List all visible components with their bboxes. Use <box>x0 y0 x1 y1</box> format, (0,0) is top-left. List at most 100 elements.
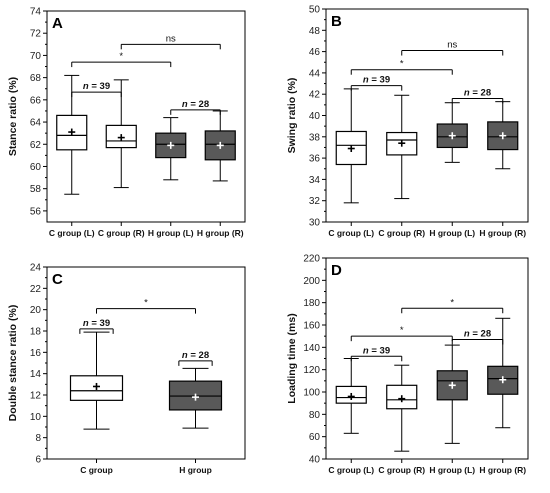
panel-letter: D <box>331 262 342 279</box>
sample-size-eq: = <box>89 81 100 92</box>
y-tick-label: 20 <box>30 305 42 316</box>
x-tick-label: H group (R) <box>479 465 526 475</box>
x-tick-label: C group (R) <box>98 228 145 238</box>
sample-size-eq: = <box>369 345 380 356</box>
y-tick-label: 36 <box>309 154 321 165</box>
y-tick-label: 160 <box>303 321 320 332</box>
y-tick-label: 140 <box>303 343 320 354</box>
plot-frame <box>325 8 529 223</box>
sample-size-eq: = <box>188 350 199 361</box>
x-tick-label: C group (L) <box>328 465 374 475</box>
y-tick-label: 16 <box>30 348 42 359</box>
y-tick-label: 30 <box>309 218 321 229</box>
sample-size-eq: = <box>369 75 380 86</box>
sample-size-label: n = 28 <box>464 329 491 340</box>
box-1 <box>69 331 124 430</box>
panel-letter: C <box>52 271 63 288</box>
x-tick-label: H group (L) <box>148 228 194 238</box>
y-tick-label: 70 <box>30 51 42 62</box>
x-tick-label: C group <box>80 465 113 475</box>
y-tick-label: 58 <box>30 184 42 195</box>
y-tick-label: 200 <box>303 276 320 287</box>
significance-bracket: * <box>401 297 504 314</box>
panel-d: D 40 60 80 100 120 140 160 180 200 220 Loading time… <box>286 254 529 475</box>
panel-c: C 6 8 10 12 14 16 18 20 22 24 Double stance ratio (… <box>7 263 246 475</box>
y-tick-label: 32 <box>309 196 321 207</box>
y-tick-label: 100 <box>303 388 320 399</box>
y-tick-label: 14 <box>30 369 42 380</box>
x-tick-label: H group (L) <box>429 228 475 238</box>
sample-size-bracket: n = 39 <box>71 81 122 98</box>
box-1 <box>335 88 367 204</box>
y-tick-label: 12 <box>30 391 42 402</box>
x-tick-label: C group (R) <box>378 228 425 238</box>
plot-frame <box>325 257 529 460</box>
y-tick-label: 60 <box>30 162 42 173</box>
sample-size-value: 39 <box>380 75 391 86</box>
y-tick-label: 18 <box>30 327 42 338</box>
y-tick-label: 68 <box>30 73 42 84</box>
y-tick-label: 46 <box>309 47 321 58</box>
y-axis-label: Loading time (ms) <box>286 313 298 403</box>
sample-size-value: 28 <box>481 329 492 340</box>
sample-size-bracket: n = 39 <box>79 318 114 334</box>
box-3 <box>436 102 468 163</box>
sample-size-value: 28 <box>199 350 210 361</box>
sample-size-eq: = <box>89 318 100 329</box>
box-3 <box>155 117 187 181</box>
significance-label: ns <box>166 33 176 44</box>
y-tick-label: 80 <box>309 410 321 421</box>
y-tick-label: 180 <box>303 298 320 309</box>
box-2 <box>168 367 223 429</box>
sample-size-eq: = <box>470 87 481 98</box>
box-1 <box>56 74 88 195</box>
x-tick-label: H group <box>179 465 212 475</box>
significance-bracket: * <box>71 51 172 68</box>
panel-letter: A <box>52 15 63 32</box>
sample-size-bracket: n = 28 <box>170 99 221 115</box>
sample-size-label: n = 39 <box>363 75 390 86</box>
y-tick-label: 38 <box>309 132 321 143</box>
box-iqr <box>335 130 367 166</box>
sample-size-bracket: n = 28 <box>451 329 504 345</box>
x-tick-label: H group (R) <box>197 228 244 238</box>
sample-size-label: n = 39 <box>83 318 110 329</box>
panel-letter: B <box>331 13 342 30</box>
y-tick-label: 62 <box>30 140 42 151</box>
sample-size-symbol: n <box>464 329 470 340</box>
y-tick-label: 220 <box>303 254 320 265</box>
significance-label: * <box>400 325 404 336</box>
plot-frame <box>46 266 246 460</box>
x-tick-label: C group (L) <box>49 228 95 238</box>
y-axis-label: Double stance ratio (%) <box>7 305 19 422</box>
sample-size-bracket: n = 39 <box>350 75 403 91</box>
y-tick-label: 22 <box>30 284 42 295</box>
box-4 <box>487 101 519 170</box>
y-tick-label: 48 <box>309 26 321 37</box>
sample-size-value: 39 <box>100 81 111 92</box>
y-tick-label: 72 <box>30 29 42 40</box>
box-3 <box>436 344 468 444</box>
y-tick-label: 40 <box>309 455 321 466</box>
y-tick-label: 10 <box>30 412 42 423</box>
significance-label: ns <box>447 40 457 51</box>
sample-size-symbol: n <box>464 87 470 98</box>
sample-size-label: n = 28 <box>182 350 209 361</box>
sample-size-value: 39 <box>100 318 111 329</box>
y-tick-label: 64 <box>30 118 42 129</box>
y-tick-label: 24 <box>30 263 42 274</box>
y-tick-label: 42 <box>309 90 321 101</box>
sample-size-label: n = 28 <box>464 87 491 98</box>
sample-size-label: n = 39 <box>83 81 110 92</box>
significance-label: * <box>450 297 454 308</box>
y-tick-label: 66 <box>30 95 42 106</box>
y-tick-label: 74 <box>30 7 42 18</box>
box-2 <box>386 94 418 200</box>
sample-size-symbol: n <box>83 81 89 92</box>
x-tick-label: H group (L) <box>429 465 475 475</box>
y-axis-label: Stance ratio (%) <box>7 77 19 156</box>
significance-label: * <box>144 298 148 309</box>
panel-b: B 30 32 34 36 38 40 42 44 46 48 50 Swing ratio (%) C … <box>286 5 529 238</box>
sample-size-value: 28 <box>199 99 210 110</box>
